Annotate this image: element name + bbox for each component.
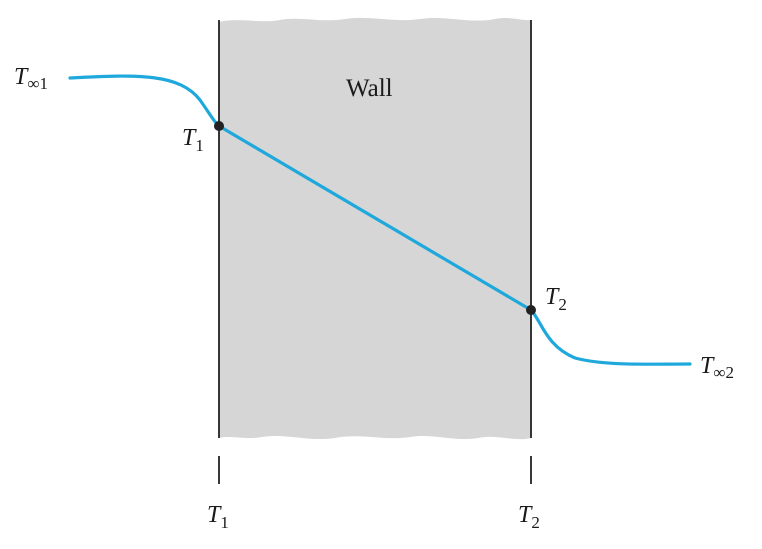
wall-region — [219, 17, 531, 440]
t1-point-label: T1 — [182, 125, 204, 155]
t1-point-marker — [214, 121, 224, 131]
axis-t2-label: T2 — [518, 502, 540, 532]
axis-t1-label: T1 — [207, 502, 229, 532]
t-inf-2-label: T∞2 — [700, 353, 734, 382]
t-inf-1-label: T∞1 — [14, 64, 48, 93]
wall-label: Wall — [346, 75, 393, 102]
temperature-profile-curve — [68, 74, 692, 366]
t2-point-label: T2 — [545, 284, 567, 314]
t2-point-marker — [526, 305, 536, 315]
